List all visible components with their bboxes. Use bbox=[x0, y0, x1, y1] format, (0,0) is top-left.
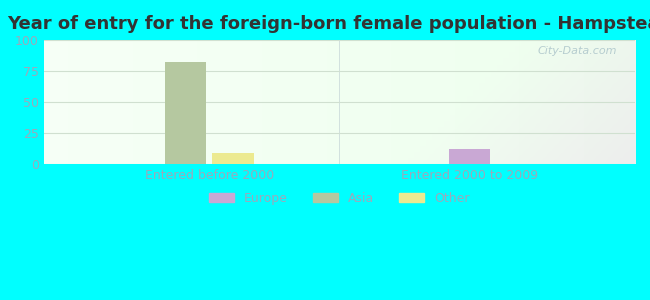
Legend: Europe, Asia, Other: Europe, Asia, Other bbox=[204, 187, 474, 210]
Text: City-Data.com: City-Data.com bbox=[538, 46, 618, 56]
Bar bbox=[165, 62, 206, 164]
Title: Year of entry for the foreign-born female population - Hampstead: Year of entry for the foreign-born femal… bbox=[6, 15, 650, 33]
Bar bbox=[213, 153, 254, 164]
Bar bbox=[448, 149, 490, 164]
